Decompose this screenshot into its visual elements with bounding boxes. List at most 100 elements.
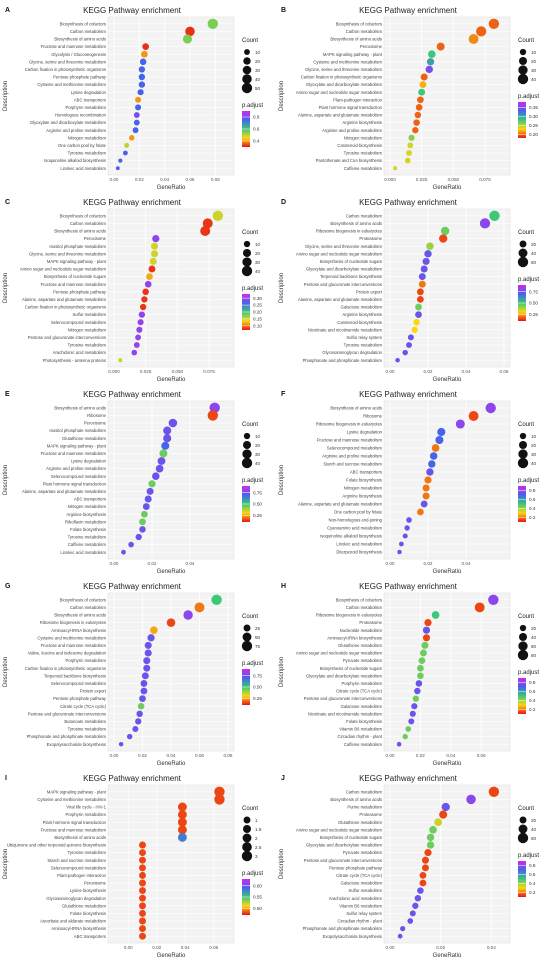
x-axis-label: GeneRatio: [433, 185, 462, 191]
term-label: Folate biosynthesis: [70, 911, 106, 916]
padj-tick-label: 0.75: [253, 490, 262, 495]
term-dot: [413, 119, 420, 126]
term-dot: [424, 849, 432, 857]
term-dot: [412, 127, 419, 134]
term-dot: [489, 210, 500, 221]
count-legend-dot: [517, 73, 529, 85]
padj-legend-title: p.adjust: [518, 853, 539, 859]
x-tick-label: 0.02: [436, 945, 445, 950]
term-dot: [141, 510, 148, 518]
term-label: Sulfur metabolism: [348, 888, 382, 893]
term-label: Ribosome: [363, 414, 383, 419]
term-dot: [474, 602, 485, 613]
term-dot: [417, 96, 424, 104]
count-legend-dot: [242, 449, 252, 459]
term-label: Tyrosine metabolism: [68, 727, 107, 732]
y-axis-label: Description: [3, 465, 9, 495]
term-label: Folate biosynthesis: [70, 527, 106, 532]
term-dot: [418, 88, 426, 96]
term-label: Galactose metabolism: [341, 305, 383, 310]
term-dot: [422, 492, 430, 500]
padj-legend-title: p.adjust: [242, 661, 263, 667]
padj-tick-label: 0.20: [529, 132, 538, 137]
term-dot: [393, 166, 398, 171]
count-legend-title: Count: [518, 230, 534, 236]
term-dot: [414, 111, 422, 119]
term-label: Phosphonate and phosphinate metabolism: [27, 734, 107, 739]
term-dot: [177, 817, 187, 827]
term-label: Fructose and mannose metabolism: [317, 438, 383, 443]
count-legend-dot: [518, 248, 528, 258]
term-dot: [400, 926, 406, 932]
count-legend-label: 60: [531, 260, 537, 265]
term-dot: [419, 81, 427, 89]
term-dot: [417, 508, 424, 516]
term-label: One carbon pool by folate: [58, 143, 107, 148]
term-dot: [207, 18, 218, 29]
padj-tick-label: 0.50: [253, 502, 262, 507]
term-dot: [163, 434, 172, 443]
term-dot: [168, 418, 178, 428]
padj-tick-label: 0.6: [529, 872, 536, 877]
term-dot: [411, 326, 418, 333]
panel-letter: I: [5, 775, 7, 782]
count-legend-title: Count: [518, 614, 534, 620]
x-tick-label: 0.02: [135, 177, 144, 182]
term-dot: [466, 794, 476, 805]
padj-tick-label: 0.2: [529, 890, 536, 895]
term-dot: [411, 703, 418, 710]
padj-tick-label: 0.4: [529, 506, 536, 511]
count-legend-label: 30: [255, 68, 261, 73]
term-label: Fructose and mannose metabolism: [41, 282, 107, 287]
term-dot: [211, 594, 222, 605]
count-legend-title: Count: [242, 422, 258, 428]
padj-tick-label: 0.75: [529, 289, 538, 294]
term-label: Sulfur metabolism: [72, 312, 106, 317]
term-dot: [147, 634, 155, 642]
term-label: Glutathione metabolism: [338, 820, 383, 825]
term-dot: [214, 794, 225, 805]
term-label: Linoleic acid metabolism: [60, 550, 106, 555]
term-label: Glutathione metabolism: [62, 903, 107, 908]
term-dot: [409, 910, 416, 917]
term-dot: [126, 733, 133, 740]
x-tick-label: 0.02: [424, 369, 433, 374]
count-legend-dot: [517, 649, 529, 661]
padj-tick-label: 0.35: [529, 105, 538, 110]
term-dot: [488, 786, 500, 797]
padj-legend-title: p.adjust: [242, 478, 263, 484]
term-dot: [441, 802, 450, 812]
term-dot: [214, 786, 225, 797]
term-dot: [133, 342, 140, 348]
term-label: Pentose phosphate pathway: [53, 75, 107, 80]
padj-colorbar: [518, 861, 526, 897]
term-dot: [135, 334, 141, 341]
term-label: Riboflavin metabolism: [65, 519, 106, 524]
panel-c: C KEGG Pathway enrichment 0.000 0.025 0.050 0…: [3, 198, 263, 383]
term-label: Isoquinoline alkaloid biosynthesis: [320, 534, 382, 539]
panel-letter: J: [281, 775, 285, 782]
term-label: Fructose and mannose metabolism: [41, 451, 107, 456]
term-dot: [202, 218, 213, 229]
term-label: Aminoacyl-tRNA biosynthesis: [51, 926, 106, 931]
count-legend-label: 40: [255, 269, 261, 274]
term-label: Terpenoid backbone biosynthesis: [320, 274, 382, 279]
count-legend-label: 10: [531, 434, 537, 439]
term-label: Carotenoid biosynthesis: [337, 320, 382, 325]
x-tick-label: 0.00: [386, 945, 395, 950]
term-label: Sulfur relay system: [346, 911, 382, 916]
term-label: Circadian rhythm - plant: [338, 919, 383, 924]
panel-f: F KEGG Pathway enrichment 0.00 0.02 0.04 Bios…: [279, 390, 539, 575]
panel-title: KEGG Pathway enrichment: [359, 198, 458, 207]
term-dot: [420, 265, 428, 273]
term-label: Nitrogen metabolism: [68, 135, 107, 140]
term-label: Peroxisome: [84, 421, 107, 426]
term-label: Carbon metabolism: [70, 29, 107, 34]
term-label: Glycine, serine and threonine metabolism: [29, 59, 107, 64]
term-label: Porphyrin metabolism: [66, 105, 107, 110]
x-axis-label: GeneRatio: [157, 185, 186, 191]
term-dot: [407, 918, 414, 924]
count-legend-label: 20: [531, 626, 537, 631]
term-label: Butanoate metabolism: [64, 719, 106, 724]
term-dot: [468, 34, 479, 44]
